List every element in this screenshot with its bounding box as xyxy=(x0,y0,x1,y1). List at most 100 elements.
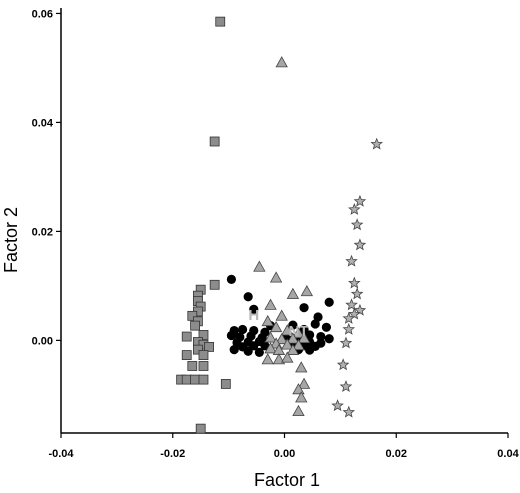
y-tick-label: 0.00 xyxy=(32,335,53,347)
circle-point xyxy=(243,346,253,356)
square-point xyxy=(204,342,214,352)
triangle-point xyxy=(286,343,300,355)
circle-point xyxy=(237,324,248,335)
x-axis-ticks: -0.04 -0.02 0.00 0.02 0.04 xyxy=(48,433,520,460)
triangle-point xyxy=(281,351,294,363)
triangle-point xyxy=(269,271,283,283)
x-tick-label: 0.02 xyxy=(386,448,407,460)
triangle-point xyxy=(269,320,283,333)
triangle-point xyxy=(264,342,277,354)
group-label: NT xyxy=(288,323,308,340)
circle-point xyxy=(243,292,253,302)
triangle-point xyxy=(297,377,311,389)
triangle-point xyxy=(295,391,308,403)
triangle-point xyxy=(292,338,305,351)
data-points xyxy=(176,16,383,434)
group-label: H xyxy=(248,307,259,324)
square-point xyxy=(198,350,209,360)
square-point xyxy=(190,374,201,385)
y-axis-title: Factor 2 xyxy=(1,207,21,273)
triangle-point xyxy=(272,353,286,365)
star-point xyxy=(336,358,350,371)
square-point xyxy=(181,350,192,360)
x-tick-label: 0.04 xyxy=(497,448,519,460)
circle-point xyxy=(260,341,270,351)
circle-point xyxy=(249,304,259,314)
annotations: H NT xyxy=(248,307,308,340)
x-tick-label: -0.04 xyxy=(48,448,74,460)
star-point xyxy=(353,238,367,251)
x-tick-label: 0.00 xyxy=(274,448,295,460)
triangle-point xyxy=(286,287,300,299)
x-tick-label: -0.02 xyxy=(160,448,185,460)
circle-point xyxy=(226,274,237,284)
triangle-point xyxy=(281,338,294,350)
star-point xyxy=(350,218,364,231)
square-point xyxy=(198,330,209,340)
circle-point xyxy=(313,312,323,322)
star-point xyxy=(331,399,344,412)
circle-point xyxy=(254,347,264,357)
triangle-point xyxy=(286,332,300,344)
y-tick-label: 0.04 xyxy=(32,117,54,129)
circle-point xyxy=(324,297,334,307)
star-point xyxy=(348,276,361,289)
star-point xyxy=(350,287,364,300)
star-point xyxy=(353,194,367,207)
star-point xyxy=(342,405,356,418)
y-tick-label: 0.02 xyxy=(32,226,53,238)
circle-point xyxy=(305,330,315,340)
triangle-point xyxy=(292,326,305,339)
square-point xyxy=(192,344,203,355)
star-point xyxy=(370,137,383,150)
triangle-point xyxy=(264,298,277,310)
triangle-point xyxy=(292,383,305,395)
circle-point xyxy=(316,331,326,342)
square-point xyxy=(209,279,220,290)
x-axis-title: Factor 1 xyxy=(254,470,320,490)
y-axis-ticks: 0.00 0.02 0.04 0.06 xyxy=(32,8,61,347)
star-point xyxy=(348,203,361,215)
star-point xyxy=(342,322,356,335)
square-point xyxy=(187,361,198,371)
square-point xyxy=(195,423,206,434)
square-point xyxy=(220,379,231,389)
square-point xyxy=(209,136,220,147)
square-point xyxy=(181,331,192,342)
triangle-point xyxy=(261,314,274,327)
star-point xyxy=(345,298,358,311)
triangle-point xyxy=(292,404,305,417)
y-tick-label: 0.06 xyxy=(32,8,53,20)
star-point xyxy=(339,336,353,349)
axes xyxy=(60,8,508,434)
square-point xyxy=(181,374,192,385)
circle-point xyxy=(324,334,334,344)
circle-point xyxy=(226,330,237,341)
star-point xyxy=(345,254,358,267)
star-point xyxy=(353,303,367,316)
star-point xyxy=(339,380,353,393)
square-point xyxy=(198,361,209,371)
triangle-point xyxy=(281,324,294,336)
square-point xyxy=(215,16,226,27)
triangle-point xyxy=(297,331,311,343)
triangle-point xyxy=(261,353,274,365)
square-point xyxy=(198,374,209,385)
circle-point xyxy=(305,345,315,355)
triangle-point xyxy=(275,309,288,321)
circle-point xyxy=(229,345,239,355)
triangle-point xyxy=(253,260,266,272)
circle-point xyxy=(310,319,320,329)
square-point xyxy=(187,310,198,321)
circle-point xyxy=(321,322,332,332)
square-point xyxy=(190,320,201,331)
triangle-point xyxy=(275,332,288,345)
circle-point xyxy=(288,320,298,330)
triangle-point xyxy=(295,361,308,373)
circle-point xyxy=(299,303,309,313)
star-point xyxy=(342,311,356,324)
triangle-point xyxy=(264,331,277,343)
triangle-point xyxy=(275,56,288,68)
triangle-point xyxy=(300,285,314,297)
